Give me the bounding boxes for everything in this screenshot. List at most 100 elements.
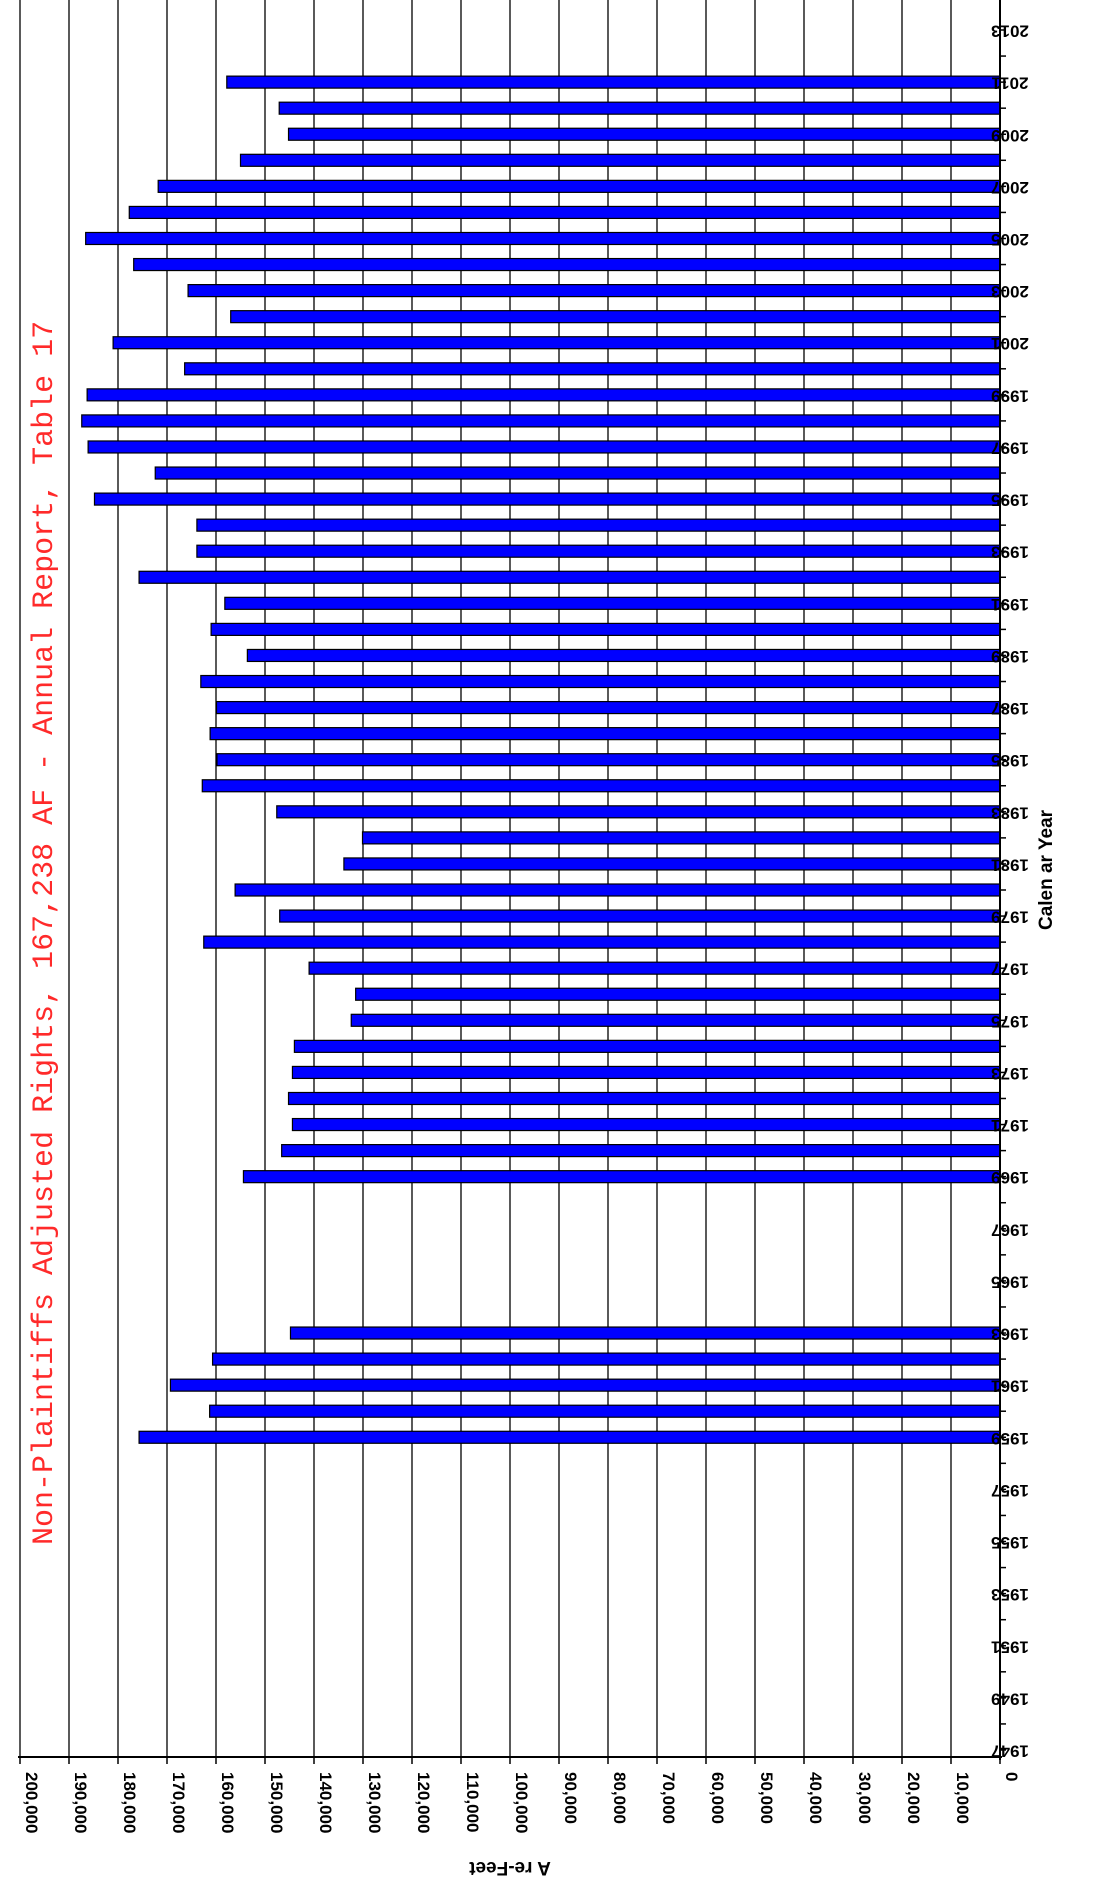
bar-1986 <box>209 727 1001 741</box>
bar-1993 <box>196 544 1001 558</box>
year-tick-label: 1989 <box>991 647 1029 666</box>
value-tick-label: 130,000 <box>365 1772 384 1833</box>
year-tick-label: 2013 <box>991 22 1029 41</box>
value-tick-label: 150,000 <box>267 1772 286 1833</box>
year-tick-label: 1981 <box>991 855 1029 874</box>
year-tick-label: 2009 <box>991 126 1029 145</box>
bar-1983 <box>276 805 1001 819</box>
year-axis-label: Calen ar Year <box>1036 809 1057 930</box>
bar-1999 <box>86 388 1001 402</box>
bar-2003 <box>187 284 1001 298</box>
value-tick-label: 40,000 <box>806 1772 825 1824</box>
bar-1963 <box>289 1326 1001 1340</box>
value-axis-label: A re-Feet <box>469 1857 551 1878</box>
year-tick-label: 1977 <box>991 960 1029 979</box>
value-tick-label: 10,000 <box>953 1772 972 1824</box>
year-tick-label: 1959 <box>991 1429 1029 1448</box>
year-tick-label: 2005 <box>991 230 1029 249</box>
bar-1985 <box>216 753 1001 767</box>
bar-1959 <box>138 1430 1001 1444</box>
bar-1977 <box>308 961 1001 975</box>
year-tick-label: 1965 <box>991 1272 1029 1291</box>
year-tick-label: 2007 <box>991 178 1029 197</box>
bar-1980 <box>234 883 1001 897</box>
bar-1987 <box>215 700 1001 715</box>
year-tick-label: 1947 <box>991 1742 1029 1761</box>
bar-1989 <box>246 648 1001 663</box>
bar-2005 <box>85 231 1001 246</box>
year-tick-label: 1951 <box>991 1637 1029 1656</box>
bar-2011 <box>226 75 1001 89</box>
bar-2001 <box>112 336 1001 350</box>
year-tick-label: 1987 <box>991 699 1029 718</box>
year-tick-label: 1985 <box>991 751 1029 770</box>
value-tick-label: 0 <box>1002 1772 1021 1781</box>
year-tick-label: 1963 <box>991 1325 1029 1344</box>
value-tick-label: 120,000 <box>414 1772 433 1833</box>
bar-2000 <box>184 362 1001 376</box>
value-tick-label: 180,000 <box>120 1772 139 1833</box>
year-tick-label: 1993 <box>991 543 1029 562</box>
year-tick-label: 2001 <box>991 334 1029 353</box>
bar-1976 <box>355 987 1001 1001</box>
year-tick-labels: 1947 1949 1951 1953 1955 1957 1959 1961 1963 1965… <box>991 22 1029 1761</box>
year-tick-label: 1973 <box>991 1064 1029 1083</box>
bar-1994 <box>196 518 1001 532</box>
year-tick-label: 1957 <box>991 1481 1029 1500</box>
year-tick-label: 1953 <box>991 1585 1029 1604</box>
bar-1973 <box>291 1065 1001 1080</box>
bar-1978 <box>203 935 1001 949</box>
bar-1990 <box>210 622 1001 636</box>
bar-1960 <box>209 1404 1001 1418</box>
year-tick-label: 1991 <box>991 595 1029 614</box>
value-tick-label: 50,000 <box>757 1772 776 1824</box>
bar-1974 <box>293 1039 1001 1053</box>
value-tick-label: 110,000 <box>463 1772 482 1833</box>
value-tick-label: 60,000 <box>708 1772 727 1824</box>
bar-1981 <box>343 857 1001 871</box>
value-tick-label: 190,000 <box>71 1772 90 1833</box>
year-tick-label: 2003 <box>991 282 1029 301</box>
bar-1971 <box>291 1117 1001 1132</box>
year-tick-label: 1961 <box>991 1377 1029 1396</box>
year-tick-label: 1949 <box>991 1689 1029 1708</box>
value-tick-label: 170,000 <box>169 1772 188 1833</box>
bar-1970 <box>281 1144 1001 1158</box>
bar-2004 <box>133 257 1001 272</box>
value-tick-label: 30,000 <box>855 1772 874 1824</box>
bar-1997 <box>87 440 1001 454</box>
bar-1991 <box>224 596 1001 610</box>
bar-2002 <box>230 310 1001 324</box>
year-tick-label: 1969 <box>991 1168 1029 1187</box>
bar-2008 <box>239 153 1001 167</box>
chart-title: Non-Plaintiffs Adjusted Rights, 167,238 … <box>28 321 62 1545</box>
bar-1984 <box>201 779 1001 793</box>
year-tick-label: 1979 <box>991 908 1029 927</box>
value-tick-label: 70,000 <box>659 1772 678 1824</box>
bar-1995 <box>93 492 1001 506</box>
bar-1992 <box>138 570 1001 584</box>
bar-1975 <box>350 1013 1001 1027</box>
year-tick-label: 1983 <box>991 803 1029 822</box>
year-tick-label: 1997 <box>991 438 1029 457</box>
year-tick-label: 1955 <box>991 1533 1029 1552</box>
value-tick-label: 90,000 <box>561 1772 580 1824</box>
bar-1998 <box>81 414 1001 428</box>
bar-2006 <box>128 205 1001 220</box>
bar-1988 <box>200 674 1001 689</box>
value-tick-label: 100,000 <box>512 1772 531 1833</box>
year-tick-label: 2011 <box>992 74 1029 93</box>
year-tick-label: 1971 <box>991 1116 1029 1135</box>
bar-1979 <box>279 909 1001 923</box>
bars <box>81 75 1001 1444</box>
value-tick-label: 200,000 <box>22 1772 41 1833</box>
year-tick-label: 1975 <box>991 1012 1029 1031</box>
bar-1996 <box>154 466 1001 480</box>
bar-1961 <box>169 1378 1001 1392</box>
value-tick-label: 140,000 <box>316 1772 335 1833</box>
value-tick-labels: 0 10,000 20,000 30,000 40,000 50,000 60,000 70,… <box>22 1772 1021 1833</box>
year-tick-label: 1967 <box>991 1220 1029 1239</box>
bar-2009 <box>287 127 1001 141</box>
value-tick-label: 160,000 <box>218 1772 237 1833</box>
